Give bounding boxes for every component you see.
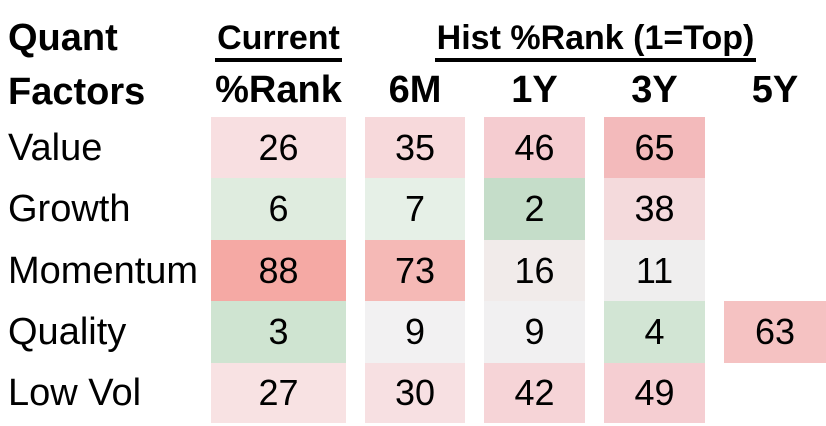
cell-quality-5y: 63 xyxy=(724,301,826,363)
cell-momentum-5y xyxy=(724,240,826,301)
cell-value-6m: 35 xyxy=(365,117,465,178)
cell-growth-5y xyxy=(724,178,826,240)
row-label-growth: Growth xyxy=(8,188,131,230)
cell-momentum-6m: 73 xyxy=(365,240,465,301)
row-label-value: Value xyxy=(8,126,103,169)
cell-value-3y: 65 xyxy=(604,117,705,178)
cell-growth-6m: 7 xyxy=(365,178,465,240)
hist-group-header: Hist %Rank (1=Top) xyxy=(434,21,757,62)
cell-momentum-current-rank: 88 xyxy=(211,240,346,301)
row-label-momentum: Momentum xyxy=(8,249,199,292)
col-header-6m: 6M xyxy=(388,69,442,111)
cell-momentum-1y: 16 xyxy=(484,240,585,301)
cell-low-vol-5y xyxy=(724,363,826,423)
cell-quality-6m: 9 xyxy=(365,301,465,363)
row-label-low-vol: Low Vol xyxy=(8,372,142,414)
col-header-current-rank: %Rank xyxy=(215,69,342,111)
cell-quality-current-rank: 3 xyxy=(211,301,346,363)
cell-growth-1y: 2 xyxy=(484,178,585,240)
cell-quality-3y: 4 xyxy=(604,301,705,363)
cell-value-1y: 46 xyxy=(484,117,585,178)
cell-quality-1y: 9 xyxy=(484,301,585,363)
row-label-quality: Quality xyxy=(8,311,127,353)
col-header-5y: 5Y xyxy=(751,69,799,111)
cell-momentum-3y: 11 xyxy=(604,240,705,301)
row-group-title-line2: Factors xyxy=(8,71,146,113)
cell-low-vol-1y: 42 xyxy=(484,363,585,423)
cell-growth-current-rank: 6 xyxy=(211,178,346,240)
current-group-header: Current xyxy=(215,21,342,62)
cell-low-vol-6m: 30 xyxy=(365,363,465,423)
col-header-3y: 3Y xyxy=(631,69,678,111)
cell-low-vol-current-rank: 27 xyxy=(211,363,346,423)
current-group-header-wrap: Current xyxy=(211,0,346,62)
cell-low-vol-3y: 49 xyxy=(604,363,705,423)
cell-value-current-rank: 26 xyxy=(211,117,346,178)
row-group-title-line1: Quant xyxy=(8,17,118,59)
hist-group-header-wrap: Hist %Rank (1=Top) xyxy=(365,0,826,62)
cell-growth-3y: 38 xyxy=(604,178,705,240)
col-header-1y: 1Y xyxy=(511,69,558,111)
cell-value-5y xyxy=(724,117,826,178)
